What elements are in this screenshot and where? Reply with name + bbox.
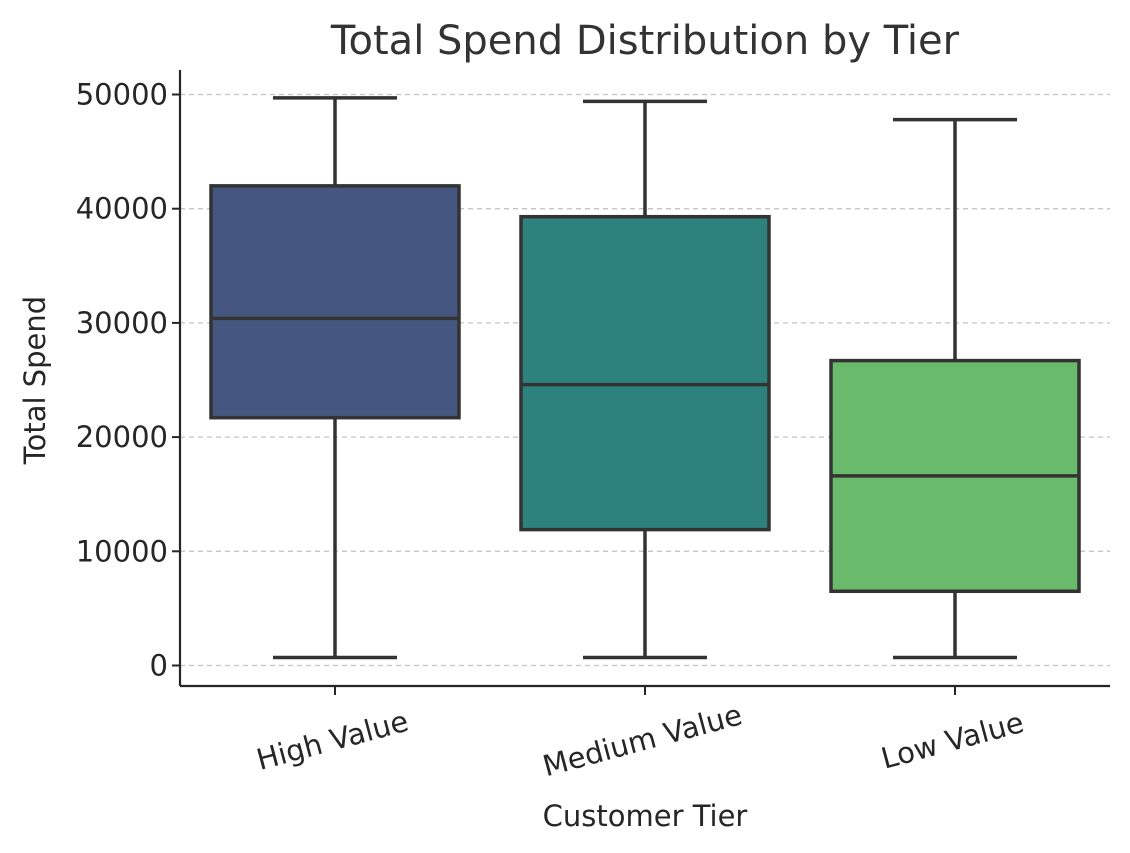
y-tick-label: 0	[150, 649, 168, 683]
y-tick-label: 40000	[76, 192, 168, 226]
y-tick-label: 50000	[76, 78, 168, 112]
chart-title: Total Spend Distribution by Tier	[330, 18, 960, 64]
iqr-box	[519, 214, 771, 532]
y-tick-label: 10000	[76, 534, 168, 568]
box-group	[209, 96, 461, 660]
y-axis-label: Total Spend	[18, 296, 52, 465]
box-group	[519, 99, 771, 660]
iqr-box	[209, 184, 461, 420]
y-ticks: 0 10000 20000 30000 40000 50000	[76, 78, 180, 683]
x-axis-label: Customer Tier	[543, 799, 748, 833]
x-tick-label: Medium Value	[539, 697, 746, 783]
y-tick-label: 20000	[76, 420, 168, 454]
x-tick-label: High Value	[253, 704, 412, 777]
box-group	[829, 117, 1081, 660]
x-tick-label: Low Value	[878, 705, 1028, 776]
boxes	[209, 96, 1081, 660]
y-tick-label: 30000	[76, 306, 168, 340]
x-ticks: High Value Medium Value Low Value	[253, 686, 1027, 783]
